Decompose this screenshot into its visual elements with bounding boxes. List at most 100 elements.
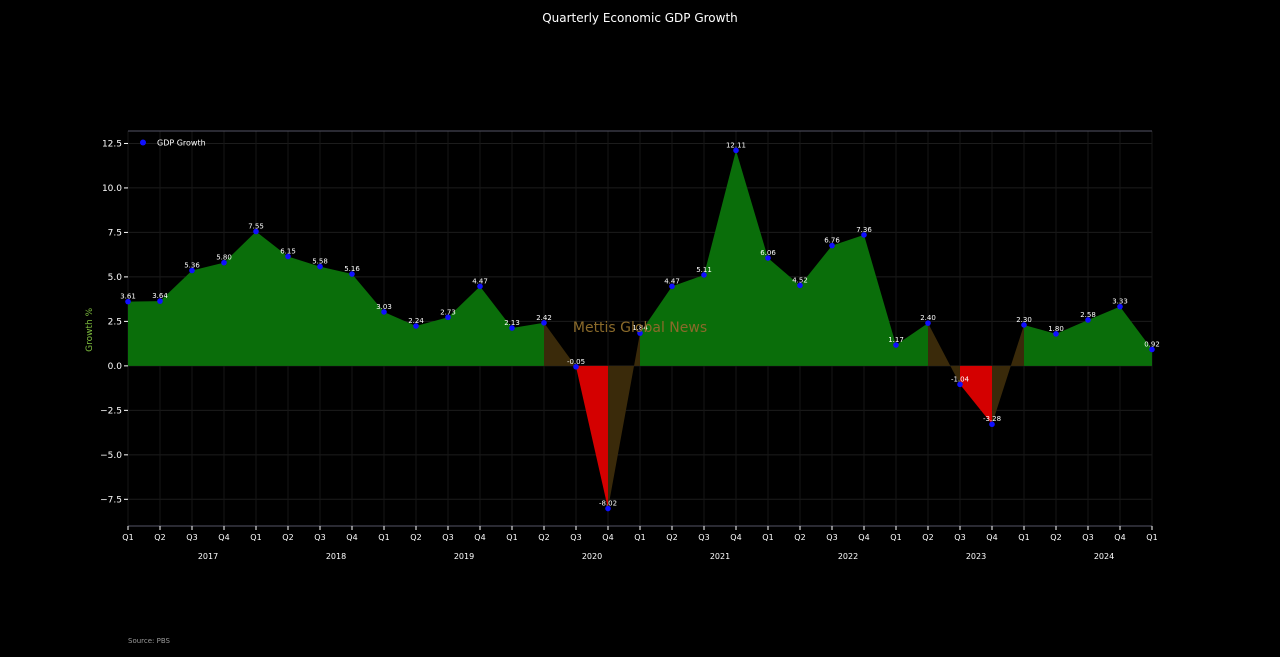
- x-tick-label: Q1: [250, 533, 261, 542]
- area-transition: [928, 323, 960, 385]
- area-positive: [1024, 324, 1056, 366]
- data-label: -8.02: [599, 500, 617, 508]
- data-point: [253, 228, 259, 235]
- area-transition: [992, 324, 1024, 425]
- data-point: [413, 323, 419, 329]
- area-transition: [608, 333, 640, 509]
- x-tick-label: Q4: [858, 533, 869, 542]
- data-point: [829, 242, 835, 249]
- y-tick-label: 5.0: [108, 273, 123, 283]
- data-label: 12.11: [726, 141, 746, 149]
- area-positive: [896, 323, 928, 366]
- area-positive: [160, 270, 192, 366]
- data-point: [765, 255, 771, 261]
- data-label: 4.47: [472, 277, 488, 285]
- area-positive: [800, 245, 832, 366]
- data-label: 5.58: [312, 258, 328, 266]
- area-positive: [1120, 306, 1152, 366]
- data-label: 6.15: [280, 247, 296, 255]
- y-tick-label: −5.0: [100, 451, 122, 461]
- data-point: [445, 314, 451, 321]
- x-tick-label: Q3: [570, 533, 581, 542]
- year-label: 2021: [710, 552, 730, 561]
- data-point: [541, 320, 547, 326]
- x-tick-label: Q3: [954, 533, 965, 542]
- x-tick-label: Q2: [666, 533, 677, 542]
- area-positive: [672, 274, 704, 366]
- legend-label: GDP Growth: [157, 139, 206, 148]
- area-positive: [192, 262, 224, 366]
- area-positive: [448, 286, 480, 366]
- data-point: [509, 325, 515, 331]
- data-point: [989, 421, 995, 428]
- data-label: -1.04: [951, 375, 970, 383]
- source-note: Source: PBS: [128, 637, 170, 645]
- x-tick-label: Q3: [826, 533, 837, 542]
- year-label: 2023: [966, 552, 986, 561]
- area-positive: [480, 286, 512, 366]
- x-tick-label: Q3: [186, 533, 197, 542]
- data-label: 1.17: [888, 336, 904, 344]
- chart-title: Quarterly Economic GDP Growth: [542, 11, 738, 25]
- x-tick-label: Q1: [378, 533, 389, 542]
- data-label: 2.13: [504, 319, 520, 327]
- data-label: 5.80: [216, 254, 232, 262]
- area-positive: [384, 311, 416, 366]
- year-label: 2020: [582, 552, 602, 561]
- area-positive: [416, 317, 448, 366]
- area-positive: [512, 322, 544, 366]
- data-label: 7.55: [248, 223, 264, 231]
- watermark-text: Mettis Global News: [573, 320, 707, 336]
- x-tick-label: Q1: [506, 533, 517, 542]
- x-tick-label: Q3: [442, 533, 453, 542]
- y-tick-label: 0.0: [108, 362, 123, 372]
- data-label: 1.84: [632, 324, 648, 332]
- area-positive: [128, 301, 160, 366]
- data-point: [1053, 331, 1059, 337]
- data-label: 2.42: [536, 314, 552, 322]
- data-label: 2.24: [408, 317, 424, 325]
- x-tick-label: Q4: [474, 533, 485, 542]
- year-label: 2017: [198, 552, 218, 561]
- x-tick-label: Q1: [762, 533, 773, 542]
- area-positive: [704, 150, 736, 366]
- data-label: 3.33: [1112, 298, 1128, 306]
- x-tick-label: Q2: [794, 533, 805, 542]
- x-tick-label: Q1: [890, 533, 901, 542]
- data-label: 7.36: [856, 226, 872, 234]
- data-label: 2.30: [1016, 316, 1032, 324]
- y-tick-label: 10.0: [102, 184, 122, 194]
- data-label: 5.16: [344, 265, 360, 273]
- x-tick-label: Q3: [1082, 533, 1093, 542]
- data-point: [125, 298, 131, 305]
- x-tick-label: Q4: [346, 533, 357, 542]
- data-point: [861, 232, 867, 238]
- area-positive: [352, 274, 384, 366]
- data-point: [957, 381, 963, 388]
- y-tick-label: −2.5: [100, 406, 122, 416]
- data-label: 4.47: [664, 277, 680, 285]
- data-label: -0.05: [567, 358, 585, 366]
- data-point: [893, 342, 899, 348]
- x-tick-label: Q3: [698, 533, 709, 542]
- x-tick-label: Q1: [1018, 533, 1029, 542]
- data-label: 4.52: [792, 276, 808, 284]
- data-label: 1.80: [1048, 325, 1064, 333]
- x-tick-label: Q2: [1050, 533, 1061, 542]
- area-positive: [224, 231, 256, 366]
- data-point: [221, 259, 227, 266]
- year-label: 2019: [454, 552, 474, 561]
- data-point: [1021, 322, 1027, 328]
- x-tick-label: Q4: [986, 533, 997, 542]
- data-label: 3.61: [120, 293, 136, 301]
- year-label: 2022: [838, 552, 858, 561]
- x-tick-label: Q2: [282, 533, 293, 542]
- data-point: [605, 505, 611, 512]
- year-label: 2024: [1094, 552, 1114, 561]
- data-label: 2.40: [920, 314, 936, 322]
- data-point: [317, 263, 323, 270]
- area-positive: [320, 266, 352, 366]
- x-tick-label: Q1: [634, 533, 645, 542]
- data-label: 2.73: [440, 308, 456, 316]
- x-tick-label: Q1: [122, 533, 133, 542]
